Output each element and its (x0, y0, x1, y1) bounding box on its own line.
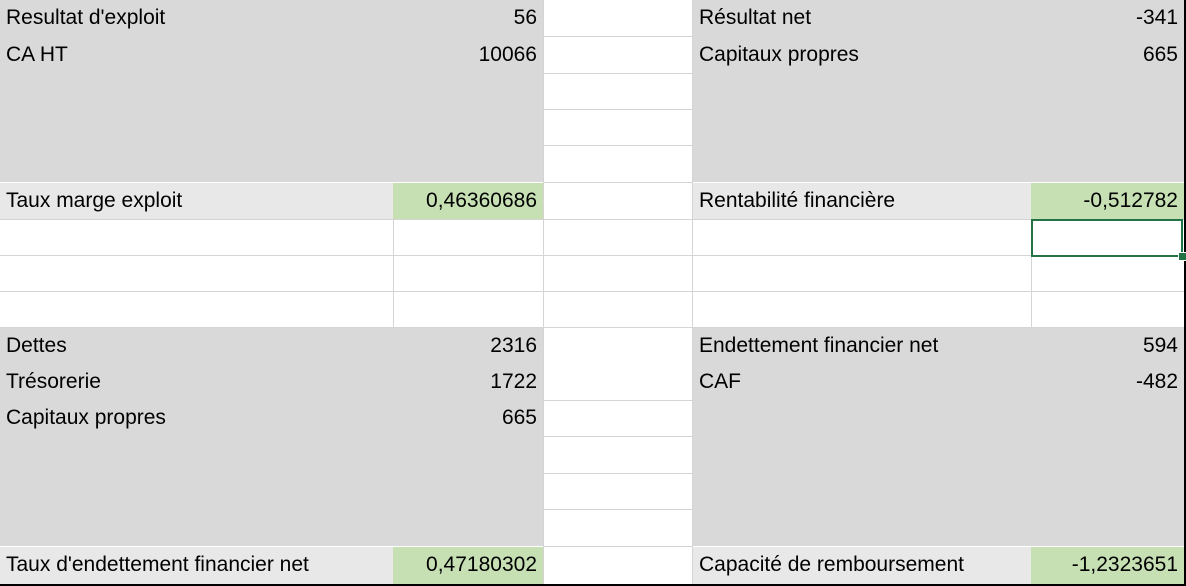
ratio-row-2-bg (693, 183, 1031, 219)
cell-capitaux-propres-2-value[interactable]: 665 (501, 406, 537, 429)
cell-rentabilite-label[interactable]: Rentabilité financière (699, 189, 896, 212)
cell-rentabilite-value[interactable]: -0,512782 (1031, 183, 1184, 219)
cell-capacite-remboursement-label[interactable]: Capacité de remboursement (699, 553, 964, 576)
cell-endettement-net-label[interactable]: Endettement financier net (699, 334, 939, 357)
cell-caf-value[interactable]: -482 (1135, 370, 1178, 393)
cell-endettement-net-value[interactable]: 594 (1142, 334, 1178, 357)
cell-capacite-remboursement-value[interactable]: -1,2323651 (1031, 547, 1184, 584)
cell-capitaux-propres-value[interactable]: 665 (1142, 43, 1178, 66)
cell-resultat-exploit-label[interactable]: Resultat d'exploit (6, 6, 166, 29)
cell-taux-marge-value[interactable]: 0,46360686 (393, 183, 543, 219)
cell-dettes-value[interactable]: 2316 (490, 334, 537, 357)
cell-resultat-net-label[interactable]: Résultat net (699, 6, 812, 29)
ratio-row-3-bg (0, 547, 393, 584)
active-cell-selection[interactable] (1031, 219, 1183, 257)
cell-dettes-label[interactable]: Dettes (6, 334, 67, 357)
ratio-row-4-bg (693, 547, 1031, 584)
cell-caf-label[interactable]: CAF (699, 370, 741, 393)
cell-tresorerie-value[interactable]: 1722 (490, 370, 537, 393)
cell-taux-marge-label[interactable]: Taux marge exploit (6, 189, 183, 212)
block-exploitation-bg (0, 0, 543, 182)
cell-tresorerie-label[interactable]: Trésorerie (6, 370, 101, 393)
cell-capitaux-propres-2-label[interactable]: Capitaux propres (6, 406, 166, 429)
ratio-row-1-bg (0, 183, 393, 219)
cell-resultat-exploit-value[interactable]: 56 (513, 6, 537, 29)
cell-taux-endettement-label[interactable]: Taux d'endettement financier net (6, 553, 309, 576)
block-net-debt-bg (693, 327, 1184, 546)
cell-resultat-net-value[interactable]: -341 (1135, 6, 1178, 29)
cell-capitaux-propres-label[interactable]: Capitaux propres (699, 43, 859, 66)
block-debt-bg (0, 327, 543, 546)
cell-ca-ht-label[interactable]: CA HT (6, 43, 68, 66)
block-net-result-bg (693, 0, 1184, 182)
cell-taux-endettement-value[interactable]: 0,47180302 (393, 547, 543, 584)
fill-handle[interactable] (1178, 252, 1186, 261)
cell-ca-ht-value[interactable]: 10066 (478, 43, 537, 66)
